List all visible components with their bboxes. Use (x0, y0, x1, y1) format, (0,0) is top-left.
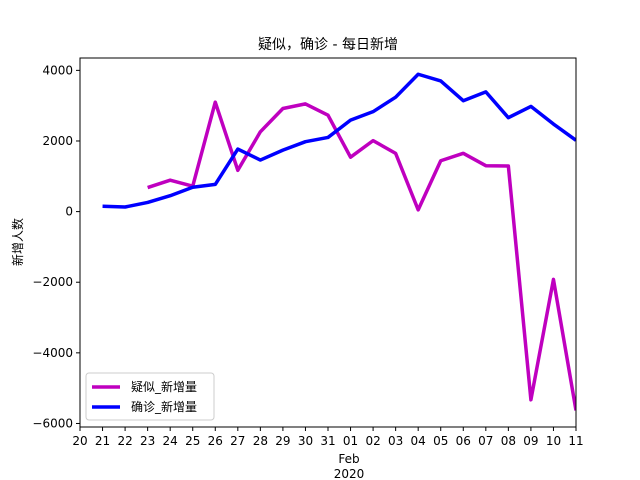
x-tick-label: 24 (163, 434, 178, 448)
legend-label-suspected: 疑似_新增量 (131, 379, 197, 394)
y-axis-label: 新增人数 (10, 218, 25, 266)
x-tick-label: 31 (320, 434, 335, 448)
y-tick-label: 0 (65, 205, 73, 219)
x-tick-label: 28 (253, 434, 268, 448)
x-tick-label: 08 (501, 434, 516, 448)
y-tick-label: −6000 (32, 416, 73, 430)
x-tick-label: 11 (568, 434, 583, 448)
x-tick-label: 04 (411, 434, 426, 448)
x-tick-label: 01 (343, 434, 358, 448)
x-tick-label: 05 (433, 434, 448, 448)
x-tick-label: 26 (208, 434, 223, 448)
legend: 疑似_新增量 确诊_新增量 (85, 372, 215, 421)
x-tick-label: 09 (523, 434, 538, 448)
y-tick-label: 2000 (42, 134, 73, 148)
x-axis-label-year: 2020 (334, 467, 365, 480)
chart-title: 疑似，确诊 - 每日新增 (258, 37, 398, 53)
x-tick-label: 07 (478, 434, 493, 448)
x-tick-label: 25 (185, 434, 200, 448)
x-tick-label: 23 (140, 434, 155, 448)
legend-label-confirmed: 确诊_新增量 (131, 399, 197, 414)
x-axis-label-month: Feb (338, 452, 359, 466)
plot-area-frame (79, 57, 577, 428)
x-tick-label: 02 (365, 434, 380, 448)
x-tick-label: 22 (117, 434, 132, 448)
x-tick-label: 20 (72, 434, 87, 448)
y-tick-label: −2000 (32, 275, 73, 289)
x-tick-label: 06 (456, 434, 471, 448)
x-tick-label: 21 (95, 434, 110, 448)
x-axis-ticks: 20 21 22 23 24 25 26 27 28 29 30 31 01 02 03 04 05 06 07 08… (72, 427, 584, 448)
x-tick-label: 30 (298, 434, 313, 448)
series-lines (102, 72, 576, 411)
x-tick-label: 27 (230, 434, 245, 448)
x-tick-label: 10 (546, 434, 561, 448)
series-line-confirmed (102, 72, 576, 209)
x-tick-label: 03 (388, 434, 403, 448)
series-line-suspected (147, 100, 576, 411)
y-tick-label: 4000 (42, 63, 73, 77)
y-axis-ticks: 4000 2000 0 −2000 −4000 −6000 (32, 63, 80, 430)
y-tick-label: −4000 (32, 346, 73, 360)
x-tick-label: 29 (275, 434, 290, 448)
